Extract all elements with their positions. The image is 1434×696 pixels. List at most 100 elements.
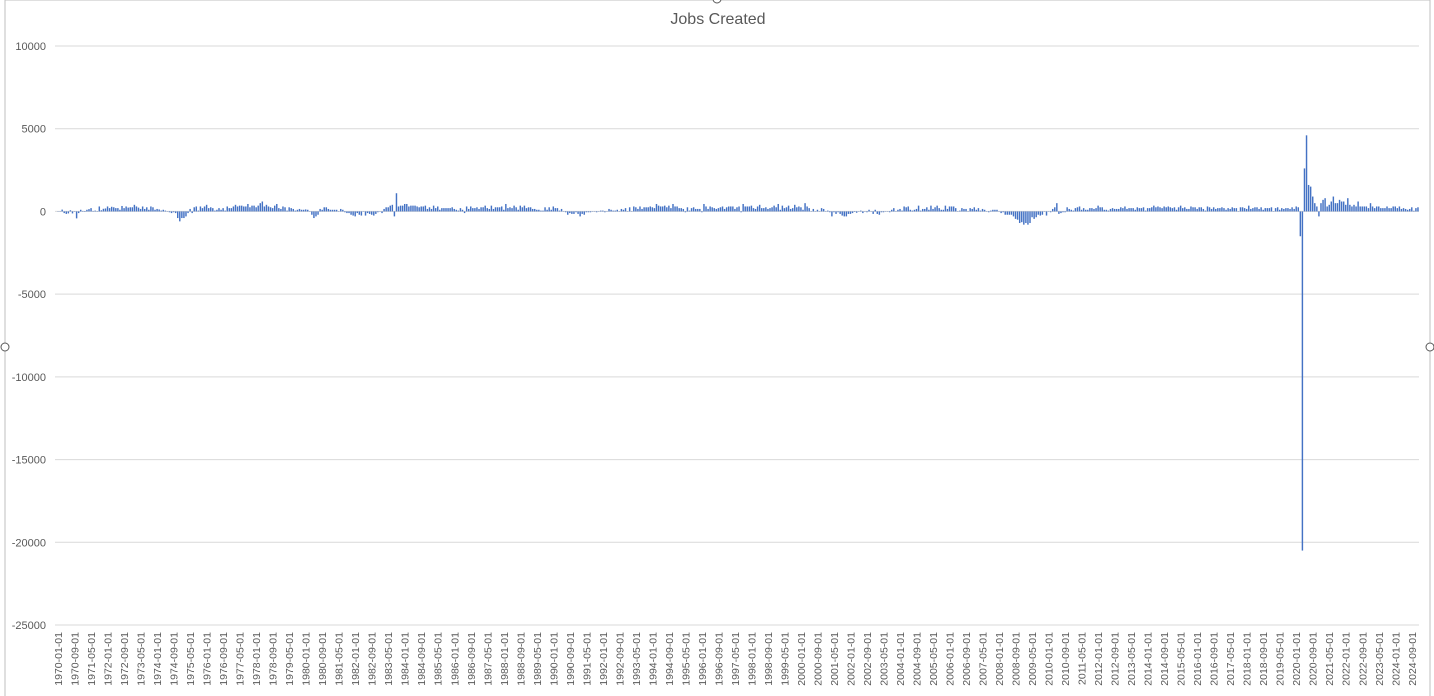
x-tick-label: 2020-01-01: [1291, 632, 1303, 686]
bar: [705, 206, 707, 212]
bar: [1270, 207, 1273, 212]
bar: [199, 206, 202, 212]
bar: [754, 208, 757, 212]
bar: [1128, 208, 1130, 212]
bar: [106, 206, 109, 212]
bar: [550, 209, 552, 212]
bar: [1227, 208, 1229, 212]
resize-handle[interactable]: [1425, 342, 1434, 352]
x-tick-label: 2022-01-01: [1341, 632, 1353, 686]
bar: [253, 205, 255, 212]
bar: [765, 207, 767, 212]
bar: [133, 204, 136, 212]
bar: [158, 209, 160, 212]
bar: [286, 210, 288, 212]
bar: [517, 209, 519, 212]
bar: [329, 209, 332, 212]
bar: [424, 205, 427, 212]
bar: [185, 211, 187, 217]
bar: [921, 208, 924, 212]
bar: [243, 206, 245, 212]
resize-handle[interactable]: [712, 0, 722, 4]
x-tick-label: 2018-09-01: [1258, 632, 1270, 686]
bar: [170, 211, 173, 214]
x-tick-label: 1998-01-01: [746, 632, 758, 686]
bar: [849, 211, 852, 214]
x-tick-label: 1996-01-01: [697, 632, 709, 686]
x-tick-label: 1984-01-01: [400, 632, 412, 686]
bar: [538, 209, 540, 212]
bar: [174, 211, 177, 214]
bar: [459, 208, 462, 212]
bar: [1316, 206, 1318, 212]
bar: [1307, 184, 1310, 212]
bar: [1285, 208, 1287, 212]
x-tick-label: 1998-09-01: [763, 632, 775, 686]
bar: [360, 211, 363, 216]
bar: [1002, 211, 1004, 213]
x-tick-label: 1993-05-01: [631, 632, 643, 686]
y-tick-label: 0: [40, 206, 46, 218]
bar: [1045, 211, 1048, 216]
bar: [232, 206, 235, 212]
bar: [307, 209, 309, 212]
bar: [344, 211, 346, 213]
bar: [878, 211, 881, 215]
bar: [377, 211, 379, 213]
bar: [102, 208, 105, 212]
bar: [554, 208, 557, 212]
bar: [690, 208, 693, 212]
bar: [1264, 208, 1266, 212]
bar: [1080, 209, 1083, 212]
bar: [527, 207, 530, 212]
bar: [655, 203, 658, 212]
bar: [1312, 196, 1314, 212]
bar: [364, 211, 367, 216]
x-tick-label: 2006-01-01: [945, 632, 957, 686]
bar: [292, 208, 295, 212]
y-tick-label: -5000: [18, 289, 46, 301]
bar: [1165, 207, 1167, 212]
bar: [255, 207, 257, 212]
bar: [1018, 211, 1021, 224]
bar: [1204, 210, 1207, 212]
x-tick-label: 2014-09-01: [1159, 632, 1171, 686]
bar: [488, 208, 491, 212]
bar: [686, 207, 689, 212]
bar: [855, 211, 858, 213]
x-tick-label: 2000-01-01: [796, 632, 808, 686]
bar: [1177, 207, 1180, 212]
bar: [1004, 211, 1006, 215]
bar: [1016, 211, 1019, 220]
bar: [1278, 209, 1281, 212]
bar: [845, 211, 848, 217]
bar: [903, 206, 905, 212]
bar: [1235, 208, 1238, 212]
bar: [65, 211, 68, 214]
bar: [936, 205, 938, 212]
bar: [595, 211, 598, 213]
bar: [674, 206, 676, 212]
bar: [1258, 208, 1260, 212]
bar: [470, 206, 472, 212]
bar: [327, 208, 330, 212]
bar: [1169, 207, 1172, 212]
bar: [585, 211, 588, 213]
bar: [1353, 204, 1355, 212]
bar: [257, 205, 259, 212]
bar: [990, 210, 992, 212]
bar: [304, 209, 307, 212]
bar: [1167, 206, 1169, 212]
bar: [1200, 207, 1203, 212]
bar: [664, 205, 666, 212]
bar: [888, 211, 891, 213]
bar: [203, 206, 206, 212]
bar: [971, 208, 973, 212]
resize-handle[interactable]: [0, 342, 10, 352]
bar: [734, 208, 736, 212]
bar: [137, 207, 140, 212]
bar: [273, 205, 276, 212]
bar: [1078, 206, 1081, 212]
bar: [150, 206, 152, 212]
bar: [1023, 211, 1025, 225]
